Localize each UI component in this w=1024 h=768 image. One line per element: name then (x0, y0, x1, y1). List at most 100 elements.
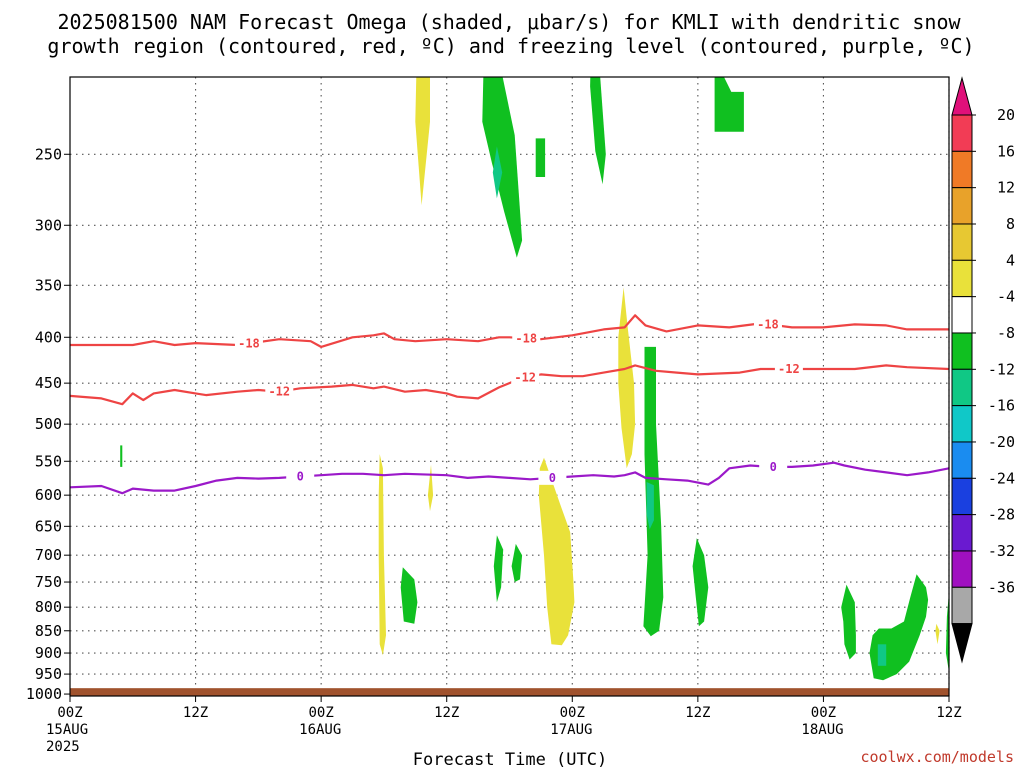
y-tick-label: 300 (35, 216, 62, 234)
contour-line (70, 314, 949, 348)
omega-region (415, 77, 430, 206)
omega-region (400, 567, 418, 624)
y-tick-label: 900 (35, 644, 62, 662)
colorbar-top-arrow (951, 76, 973, 116)
colorbar-swatch (951, 296, 973, 334)
x-tick-label: 12Z (685, 705, 710, 721)
contour-label: -12 (514, 371, 536, 385)
contour-label: -18 (757, 317, 779, 331)
colorbar-swatch (951, 150, 973, 189)
contour-line (69, 461, 950, 495)
contour-label-bg (538, 470, 567, 485)
y-tick-label: 950 (35, 665, 62, 683)
omega-region (492, 146, 503, 199)
omega-region (935, 623, 940, 645)
omega-region (535, 138, 546, 177)
x-tick-label: 16AUG (299, 722, 341, 738)
colorbar-label: 12 (997, 179, 1015, 197)
colorbar-swatch (951, 550, 973, 588)
colorbar-swatch (951, 114, 973, 152)
omega-region (120, 445, 123, 467)
omega-region (378, 454, 386, 656)
colorbar-label: -20 (988, 433, 1015, 451)
contour-label-bg (774, 362, 803, 377)
contour-label-bg (511, 370, 540, 385)
y-tick-label: 600 (35, 486, 62, 504)
omega-region (493, 535, 504, 603)
colorbar-swatch (951, 187, 973, 225)
colorbar-swatch (951, 223, 973, 261)
x-tick-label: 17AUG (550, 722, 592, 738)
y-tick-label: 450 (35, 374, 62, 392)
y-tick-label: 1000 (26, 685, 62, 703)
x-tick-label: 00Z (811, 705, 836, 721)
omega-region (646, 482, 654, 530)
y-tick-label: 250 (35, 145, 62, 163)
x-tick-label: 2025 (46, 739, 80, 755)
colorbar-label: -16 (988, 397, 1015, 415)
colorbar-label: -4 (997, 288, 1015, 306)
omega-region (482, 77, 523, 258)
colorbar-bottom-arrow (951, 623, 973, 664)
contour-label-bg (759, 459, 788, 474)
colorbar-label: -8 (997, 324, 1015, 342)
omega-region (714, 77, 744, 132)
y-tick-label: 350 (35, 276, 62, 294)
contour-label: -18 (238, 336, 260, 350)
y-tick-label: 650 (35, 517, 62, 535)
colorbar: 20 16 12 8 4 -4 -8 -12 -16 -20 -24 -28 -32 -36 (951, 76, 1015, 664)
contour-label-bg (753, 317, 782, 332)
colorbar-swatch (951, 586, 973, 625)
x-tick-label: 12Z (936, 705, 961, 721)
x-tick-label: 12Z (434, 705, 459, 721)
contour-label-bg (234, 336, 263, 351)
omega-region (945, 592, 949, 672)
colorbar-swatch (951, 477, 973, 516)
x-tick-label: 12Z (183, 705, 208, 721)
contour-label: -12 (778, 362, 800, 376)
contour-label-bg (512, 331, 541, 346)
colorbar-label: 16 (997, 142, 1015, 160)
contour-label: 0 (549, 471, 556, 485)
x-tick-label: 18AUG (801, 722, 843, 738)
y-tick-label: 400 (35, 328, 62, 346)
colorbar-label: -32 (988, 542, 1015, 560)
colorbar-swatch (951, 368, 973, 407)
contour-label: -18 (515, 331, 537, 345)
y-tick-label: 750 (35, 573, 62, 591)
terrain-fill (70, 688, 949, 696)
colorbar-label: 4 (1006, 251, 1015, 269)
contour-lines: -18 -18 -18 -12 -12 -12 0 0 0 (69, 314, 950, 495)
colorbar-label: -12 (988, 360, 1015, 378)
y-tick-label: 550 (35, 452, 62, 470)
colorbar-label: 20 (997, 106, 1015, 124)
omega-region (427, 464, 434, 512)
x-axis-label: Forecast Time (UTC) (413, 750, 607, 768)
contour-label-bg (265, 384, 294, 399)
omega-region (692, 538, 709, 627)
y-tick-label: 500 (35, 415, 62, 433)
plot-frame (69, 76, 950, 697)
omega-region (877, 644, 887, 666)
terrain-band (70, 688, 949, 696)
omega-region (538, 457, 575, 646)
chart-title-line-2: growth region (contoured, red, ºC) and f… (47, 34, 974, 58)
colorbar-label: 8 (1006, 215, 1015, 233)
contour-label: 0 (297, 470, 304, 484)
colorbar-label: -36 (988, 578, 1015, 596)
colorbar-swatch (951, 441, 973, 479)
omega-region (511, 543, 523, 582)
x-tick-label: 00Z (308, 705, 333, 721)
colorbar-swatch (951, 514, 973, 552)
y-tick-label: 800 (35, 598, 62, 616)
contour-label: -12 (268, 385, 290, 399)
credit-text: coolwx.com/models (860, 748, 1014, 766)
y-axis-ticks: 250 300 350 400 450 500 550 600 650 700 750 800 850 9… (26, 145, 70, 703)
x-tick-label: 00Z (57, 705, 82, 721)
contour-line (69, 364, 950, 406)
omega-region (841, 584, 856, 660)
colorbar-swatch (951, 259, 973, 298)
y-tick-label: 850 (35, 622, 62, 640)
